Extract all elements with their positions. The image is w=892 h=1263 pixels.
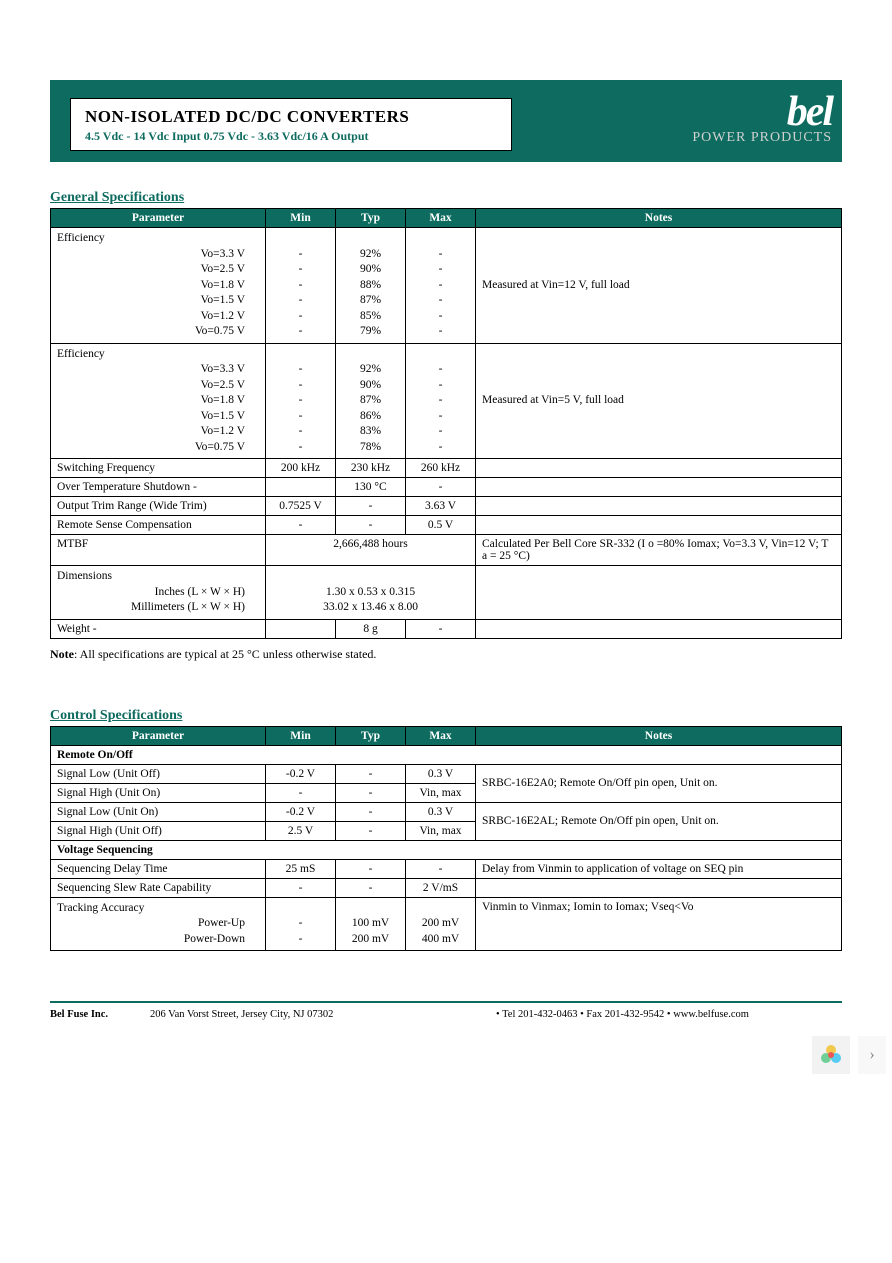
- param-label: Signal High (Unit On): [51, 783, 266, 802]
- param-label: Over Temperature Shutdown -: [51, 478, 266, 497]
- param-label: Signal Low (Unit On): [51, 802, 266, 821]
- table-row: Weight - 8 g -: [51, 619, 842, 638]
- section-label: Voltage Sequencing: [51, 840, 842, 859]
- footer-contact: • Tel 201-432-0463 • Fax 201-432-9542 • …: [496, 1009, 842, 1020]
- col-typ: Typ: [336, 209, 406, 228]
- table-header-row: Parameter Min Typ Max Notes: [51, 209, 842, 228]
- param-sub: Vo=3.3 V: [57, 247, 259, 263]
- pager: ›: [812, 1036, 886, 1074]
- col-max: Max: [406, 209, 476, 228]
- mtbf-value: 2,666,488 hours: [266, 535, 476, 566]
- table-header-row: Parameter Min Typ Max Notes: [51, 726, 842, 745]
- section-row-vseq: Voltage Sequencing: [51, 840, 842, 859]
- param-label: MTBF: [51, 535, 266, 566]
- param-label: Output Trim Range (Wide Trim): [51, 497, 266, 516]
- col-max: Max: [406, 726, 476, 745]
- param-sub: Vo=1.5 V: [57, 293, 259, 309]
- param-cell: Dimensions Inches (L × W × H) Millimeter…: [51, 566, 266, 620]
- notes-cell: Calculated Per Bell Core SR-332 (I o =80…: [476, 535, 842, 566]
- logo-sub: POWER PRODUCTS: [692, 130, 832, 146]
- notes-cell: Vinmin to Vinmax; Iomin to Iomax; Vseq<V…: [476, 897, 842, 951]
- note-bold: Note: [50, 647, 74, 661]
- doc-subtitle: 4.5 Vdc - 14 Vdc Input 0.75 Vdc - 3.63 V…: [85, 129, 497, 144]
- table-row: Switching Frequency 200 kHz 230 kHz 260 …: [51, 459, 842, 478]
- param-label: Switching Frequency: [51, 459, 266, 478]
- header-banner: NON-ISOLATED DC/DC CONVERTERS 4.5 Vdc - …: [50, 80, 842, 162]
- col-notes: Notes: [476, 726, 842, 745]
- doc-title: NON-ISOLATED DC/DC CONVERTERS: [85, 107, 497, 127]
- footer: Bel Fuse Inc. 206 Van Vorst Street, Jers…: [50, 1001, 842, 1020]
- notes-cell: [476, 878, 842, 897]
- page: NON-ISOLATED DC/DC CONVERTERS 4.5 Vdc - …: [0, 0, 892, 1080]
- min-cell: - - - - - -: [266, 343, 336, 459]
- typ-cell: 100 mV 200 mV: [336, 897, 406, 951]
- section-title-general: General Specifications: [50, 190, 842, 206]
- table-row: Efficiency Vo=3.3 V Vo=2.5 V Vo=1.8 V Vo…: [51, 228, 842, 344]
- param-cell: Efficiency Vo=3.3 V Vo=2.5 V Vo=1.8 V Vo…: [51, 228, 266, 344]
- max-cell: - - - - - -: [406, 343, 476, 459]
- param-label: Sequencing Delay Time: [51, 859, 266, 878]
- table-row: Dimensions Inches (L × W × H) Millimeter…: [51, 566, 842, 620]
- table-row: Signal Low (Unit Off) -0.2 V - 0.3 V SRB…: [51, 764, 842, 783]
- param-label: Sequencing Slew Rate Capability: [51, 878, 266, 897]
- col-min: Min: [266, 726, 336, 745]
- param-label: Signal High (Unit Off): [51, 821, 266, 840]
- table-row: Efficiency Vo=3.3 V Vo=2.5 V Vo=1.8 V Vo…: [51, 343, 842, 459]
- table-row: Tracking Accuracy Power-Up Power-Down - …: [51, 897, 842, 951]
- general-spec-table: Parameter Min Typ Max Notes Efficiency V…: [50, 208, 842, 639]
- general-footnote: Note: All specifications are typical at …: [50, 647, 842, 662]
- param-sub: Vo=1.8 V: [57, 278, 259, 294]
- max-cell: - - - - - -: [406, 228, 476, 344]
- title-box: NON-ISOLATED DC/DC CONVERTERS 4.5 Vdc - …: [70, 98, 512, 151]
- typ-cell: 92% 90% 87% 86% 83% 78%: [336, 343, 406, 459]
- table-row: Signal Low (Unit On) -0.2 V - 0.3 V SRBC…: [51, 802, 842, 821]
- table-row: MTBF 2,666,488 hours Calculated Per Bell…: [51, 535, 842, 566]
- param-sub: Vo=0.75 V: [57, 324, 259, 340]
- param-cell: Tracking Accuracy Power-Up Power-Down: [51, 897, 266, 951]
- col-parameter: Parameter: [51, 209, 266, 228]
- logo: bel POWER PRODUCTS: [692, 80, 842, 162]
- footer-address: 206 Van Vorst Street, Jersey City, NJ 07…: [150, 1009, 496, 1020]
- param-label: Efficiency: [57, 347, 259, 363]
- note-text: : All specifications are typical at 25 °…: [74, 647, 376, 661]
- chevron-right-icon: ›: [869, 1046, 874, 1064]
- table-row: Remote Sense Compensation - - 0.5 V: [51, 516, 842, 535]
- notes-cell: SRBC-16E2AL; Remote On/Off pin open, Uni…: [476, 802, 842, 840]
- notes-cell: Measured at Vin=5 V, full load: [476, 343, 842, 459]
- notes-cell: Delay from Vinmin to application of volt…: [476, 859, 842, 878]
- min-cell: - -: [266, 897, 336, 951]
- max-cell: 200 mV 400 mV: [406, 897, 476, 951]
- min-cell: - - - - - -: [266, 228, 336, 344]
- typ-cell: 92% 90% 88% 87% 85% 79%: [336, 228, 406, 344]
- param-label: Efficiency: [57, 231, 259, 247]
- col-min: Min: [266, 209, 336, 228]
- dim-values: 1.30 x 0.53 x 0.315 33.02 x 13.46 x 8.00: [266, 566, 476, 620]
- table-row: Over Temperature Shutdown - 130 °C -: [51, 478, 842, 497]
- section-row-remote: Remote On/Off: [51, 745, 842, 764]
- param-cell: Efficiency Vo=3.3 V Vo=2.5 V Vo=1.8 V Vo…: [51, 343, 266, 459]
- section-label: Remote On/Off: [51, 745, 842, 764]
- notes-cell: Measured at Vin=12 V, full load: [476, 228, 842, 344]
- col-parameter: Parameter: [51, 726, 266, 745]
- section-title-control: Control Specifications: [50, 708, 842, 724]
- param-label: Weight -: [51, 619, 266, 638]
- param-sub: Vo=1.2 V: [57, 309, 259, 325]
- footer-company: Bel Fuse Inc.: [50, 1009, 150, 1020]
- control-spec-table: Parameter Min Typ Max Notes Remote On/Of…: [50, 726, 842, 952]
- table-row: Output Trim Range (Wide Trim) 0.7525 V -…: [51, 497, 842, 516]
- next-page-button[interactable]: ›: [858, 1036, 886, 1074]
- notes-cell: SRBC-16E2A0; Remote On/Off pin open, Uni…: [476, 764, 842, 802]
- logo-text: bel: [787, 96, 832, 130]
- notes-cell: [476, 566, 842, 620]
- param-label: Remote Sense Compensation: [51, 516, 266, 535]
- table-row: Sequencing Delay Time 25 mS - - Delay fr…: [51, 859, 842, 878]
- param-sub: Vo=2.5 V: [57, 262, 259, 278]
- col-typ: Typ: [336, 726, 406, 745]
- col-notes: Notes: [476, 209, 842, 228]
- flower-icon: [812, 1036, 850, 1074]
- param-label: Signal Low (Unit Off): [51, 764, 266, 783]
- table-row: Sequencing Slew Rate Capability - - 2 V/…: [51, 878, 842, 897]
